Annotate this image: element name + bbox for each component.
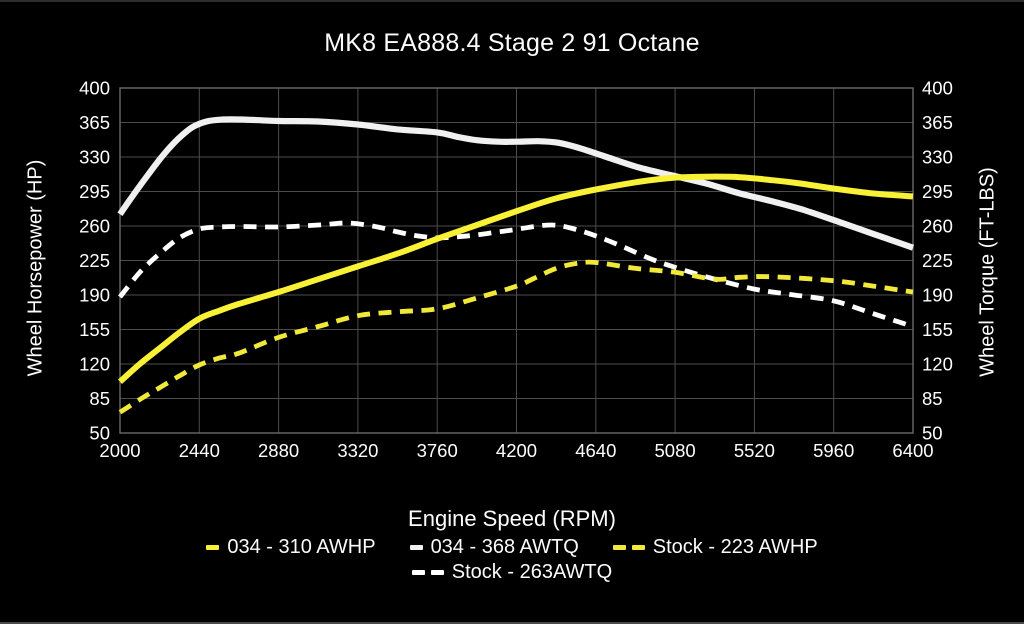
- bottom-frame-line: [0, 622, 1024, 624]
- chart-title: MK8 EA888.4 Stage 2 91 Octane: [324, 29, 700, 57]
- y-tick-left: 400: [79, 78, 110, 99]
- y-tick-left: 190: [79, 285, 110, 306]
- y-tick-right: 400: [922, 78, 953, 99]
- legend-marker-white-dashed: [411, 570, 444, 575]
- y-tick-left: 365: [79, 112, 110, 133]
- legend-label: Stock - 223 AWHP: [652, 536, 818, 558]
- y-tick-right: 365: [922, 112, 953, 133]
- y-tick-right: 120: [922, 354, 953, 375]
- x-tick: 6400: [892, 440, 933, 461]
- y-tick-right: 225: [922, 250, 953, 271]
- y-tick-right: 85: [922, 388, 943, 409]
- legend-row-1: 034 - 310 AWHP 034 - 368 AWTQ Stock - 22…: [206, 536, 818, 559]
- y-tick-left: 295: [79, 181, 110, 202]
- legend-label: 034 - 368 AWTQ: [430, 536, 579, 558]
- y-tick-left: 85: [89, 388, 110, 409]
- x-axis-label: Engine Speed (RPM): [408, 506, 616, 531]
- x-tick: 2000: [99, 440, 140, 461]
- y-tick-right: 330: [922, 147, 953, 168]
- x-tick: 5520: [734, 440, 775, 461]
- y-tick-right: 50: [922, 423, 943, 444]
- y-tick-right: 155: [922, 319, 953, 340]
- series-path-034-310-awhp: [118, 173, 914, 384]
- series-path-034-368-awtq: [117, 116, 915, 251]
- x-tick: 2880: [258, 440, 299, 461]
- legend-item-034-310-awhp: 034 - 310 AWHP: [206, 536, 376, 559]
- legend-item-034-368-awtq: 034 - 368 AWTQ: [409, 536, 579, 559]
- legend-label: 034 - 310 AWHP: [227, 536, 376, 558]
- legend-item-stock-223-awhp: Stock - 223 AWHP: [612, 536, 818, 559]
- legend: 034 - 310 AWHP 034 - 368 AWTQ Stock - 22…: [0, 536, 1024, 584]
- y-tick-right: 190: [922, 285, 953, 306]
- legend-item-stock-263-awtq: Stock - 263AWTQ: [411, 561, 613, 584]
- y-tick-left: 225: [79, 250, 110, 271]
- legend-marker-white-solid: [409, 545, 423, 550]
- series-path-stock-223-awhp: [118, 259, 914, 415]
- y-tick-left: 155: [79, 319, 110, 340]
- x-tick: 5960: [813, 440, 854, 461]
- legend-row-2: Stock - 263AWTQ: [411, 561, 613, 584]
- y-tick-left: 120: [79, 354, 110, 375]
- y-tick-right: 260: [922, 216, 953, 237]
- legend-marker-yellow-dashed: [612, 545, 645, 550]
- y-tick-left: 50: [89, 423, 110, 444]
- legend-label: Stock - 263AWTQ: [451, 561, 613, 583]
- x-tick: 3320: [337, 440, 378, 461]
- x-tick: 3760: [417, 440, 458, 461]
- legend-marker-yellow-solid: [206, 545, 220, 550]
- top-frame-line: [0, 0, 1024, 2]
- x-tick: 2440: [179, 440, 220, 461]
- tick-labels: 50 50 85 85 120 120 155 155 190 190 225 225 260 260 29…: [79, 78, 953, 462]
- y-tick-right: 295: [922, 181, 953, 202]
- x-tick: 4640: [575, 440, 616, 461]
- y-tick-left: 260: [79, 216, 110, 237]
- x-tick: 4200: [496, 440, 537, 461]
- x-tick: 5080: [655, 440, 696, 461]
- plot-border: [119, 87, 914, 434]
- y-tick-left: 330: [79, 147, 110, 168]
